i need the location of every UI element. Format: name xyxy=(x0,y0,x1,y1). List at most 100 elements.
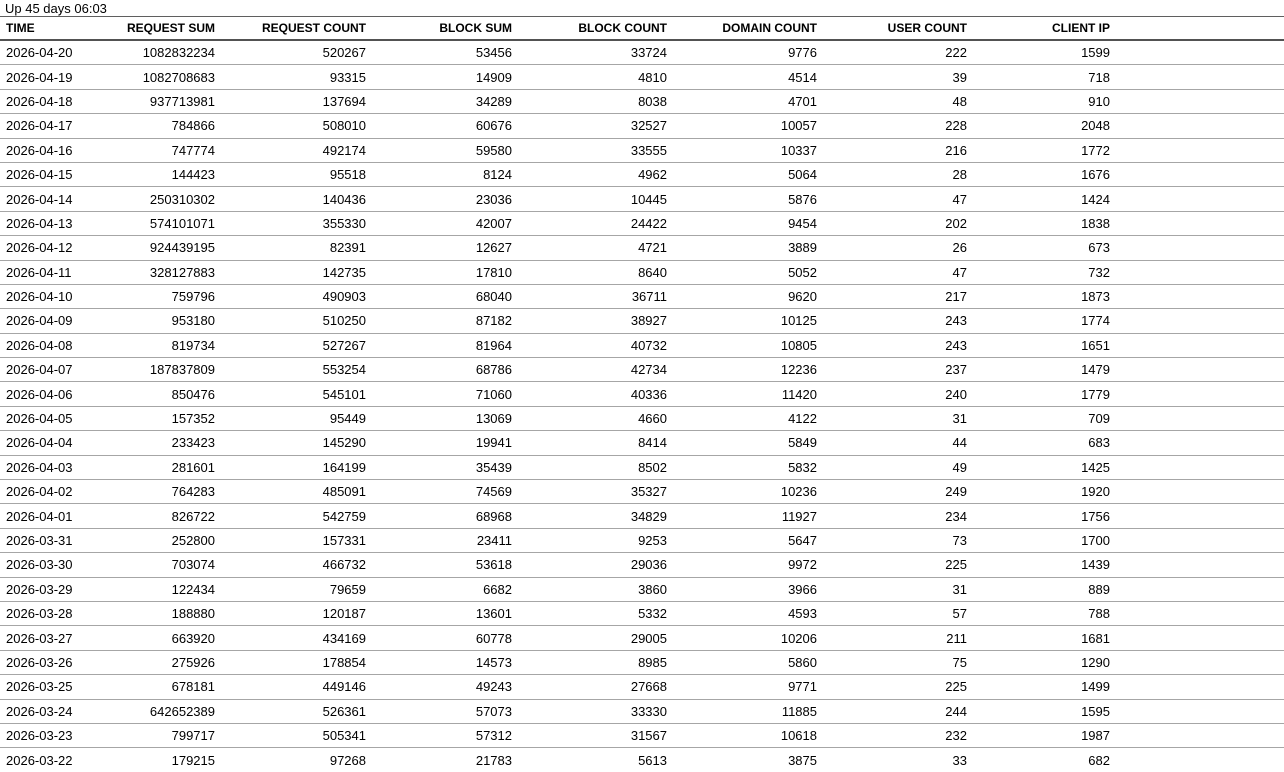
cell-client-ip: 673 xyxy=(971,235,1114,261)
cell-block-sum: 13601 xyxy=(370,601,516,627)
cell-block-count: 33330 xyxy=(516,699,671,724)
cell-request-sum: 144423 xyxy=(110,162,219,188)
cell-user-count: 237 xyxy=(821,357,971,383)
cell-request-sum: 187837809 xyxy=(110,357,219,383)
cell-request-count: 490903 xyxy=(219,284,370,310)
cell-domain-count: 5647 xyxy=(671,528,821,554)
filler-cell xyxy=(1114,406,1284,432)
cell-user-count: 73 xyxy=(821,528,971,554)
cell-time: 2026-03-23 xyxy=(0,723,110,749)
cell-request-sum: 642652389 xyxy=(110,699,219,724)
table-row: 2026-03-23 799717 505341 57312 31567 10618 232… xyxy=(0,723,1284,749)
cell-block-count: 33724 xyxy=(516,40,671,66)
cell-request-sum: 784866 xyxy=(110,113,219,139)
cell-time: 2026-04-19 xyxy=(0,64,110,90)
cell-time: 2026-04-11 xyxy=(0,260,110,285)
filler-cell xyxy=(1114,479,1284,505)
cell-request-count: 140436 xyxy=(219,186,370,212)
cell-request-count: 434169 xyxy=(219,625,370,651)
cell-client-ip: 1599 xyxy=(971,40,1114,66)
filler-cell xyxy=(1114,89,1284,115)
table-row: 2026-04-06 850476 545101 71060 40336 11420 240… xyxy=(0,381,1284,407)
cell-block-sum: 68040 xyxy=(370,284,516,310)
cell-domain-count: 3875 xyxy=(671,747,821,772)
cell-user-count: 47 xyxy=(821,260,971,285)
table-row: 2026-04-13 574101071 355330 42007 24422 9454 2… xyxy=(0,211,1284,237)
cell-client-ip: 910 xyxy=(971,89,1114,115)
table-row: 2026-03-27 663920 434169 60778 29005 10206 211… xyxy=(0,625,1284,651)
cell-block-sum: 57073 xyxy=(370,699,516,724)
cell-time: 2026-04-03 xyxy=(0,455,110,481)
cell-client-ip: 1676 xyxy=(971,162,1114,188)
filler-header-cell xyxy=(1114,17,1284,41)
cell-request-count: 142735 xyxy=(219,260,370,285)
cell-request-sum: 678181 xyxy=(110,674,219,700)
cell-user-count: 28 xyxy=(821,162,971,188)
cell-time: 2026-04-04 xyxy=(0,430,110,456)
cell-domain-count: 4701 xyxy=(671,89,821,115)
cell-user-count: 31 xyxy=(821,577,971,602)
cell-time: 2026-04-14 xyxy=(0,186,110,212)
cell-request-count: 178854 xyxy=(219,650,370,676)
cell-client-ip: 718 xyxy=(971,64,1114,90)
cell-request-count: 95449 xyxy=(219,406,370,432)
cell-time: 2026-03-30 xyxy=(0,552,110,578)
cell-block-sum: 81964 xyxy=(370,333,516,359)
cell-domain-count: 10206 xyxy=(671,625,821,651)
column-header-block-count: BLOCK COUNT xyxy=(516,17,671,41)
cell-user-count: 217 xyxy=(821,284,971,310)
cell-user-count: 26 xyxy=(821,235,971,261)
cell-block-sum: 59580 xyxy=(370,138,516,163)
cell-request-count: 449146 xyxy=(219,674,370,700)
column-header-domain-count: DOMAIN COUNT xyxy=(671,17,821,41)
cell-time: 2026-04-09 xyxy=(0,308,110,334)
cell-time: 2026-03-28 xyxy=(0,601,110,627)
cell-domain-count: 10057 xyxy=(671,113,821,139)
cell-domain-count: 11885 xyxy=(671,699,821,724)
cell-client-ip: 709 xyxy=(971,406,1114,432)
filler-cell xyxy=(1114,381,1284,407)
cell-domain-count: 5832 xyxy=(671,455,821,481)
cell-domain-count: 9972 xyxy=(671,552,821,578)
cell-request-sum: 819734 xyxy=(110,333,219,359)
cell-request-sum: 663920 xyxy=(110,625,219,651)
column-header-client-ip: CLIENT IP xyxy=(971,17,1114,41)
cell-client-ip: 1439 xyxy=(971,552,1114,578)
cell-client-ip: 1774 xyxy=(971,308,1114,334)
cell-request-count: 527267 xyxy=(219,333,370,359)
cell-block-sum: 87182 xyxy=(370,308,516,334)
cell-user-count: 48 xyxy=(821,89,971,115)
cell-block-sum: 42007 xyxy=(370,211,516,237)
column-header-block-sum: BLOCK SUM xyxy=(370,17,516,41)
cell-block-sum: 21783 xyxy=(370,747,516,772)
filler-cell xyxy=(1114,162,1284,188)
table-row: 2026-04-17 784866 508010 60676 32527 10057 228… xyxy=(0,113,1284,139)
filler-cell xyxy=(1114,430,1284,456)
cell-client-ip: 683 xyxy=(971,430,1114,456)
filler-cell xyxy=(1114,528,1284,554)
cell-block-count: 8414 xyxy=(516,430,671,456)
cell-request-sum: 328127883 xyxy=(110,260,219,285)
cell-request-sum: 759796 xyxy=(110,284,219,310)
filler-cell xyxy=(1114,503,1284,529)
cell-block-sum: 60676 xyxy=(370,113,516,139)
cell-block-count: 10445 xyxy=(516,186,671,212)
cell-time: 2026-03-31 xyxy=(0,528,110,554)
table-row: 2026-04-03 281601 164199 35439 8502 5832 49 142… xyxy=(0,455,1284,481)
cell-user-count: 39 xyxy=(821,64,971,90)
uptime-title: Up 45 days 06:03 xyxy=(0,0,1284,17)
cell-block-count: 40336 xyxy=(516,381,671,407)
table-row: 2026-04-01 826722 542759 68968 34829 11927 234… xyxy=(0,503,1284,529)
cell-block-sum: 74569 xyxy=(370,479,516,505)
cell-domain-count: 10236 xyxy=(671,479,821,505)
table-row: 2026-04-20 1082832234 520267 53456 33724 9776… xyxy=(0,40,1284,66)
cell-domain-count: 5052 xyxy=(671,260,821,285)
cell-block-sum: 12627 xyxy=(370,235,516,261)
table-row: 2026-04-19 1082708683 93315 14909 4810 4514 39… xyxy=(0,64,1284,90)
cell-request-count: 553254 xyxy=(219,357,370,383)
cell-user-count: 57 xyxy=(821,601,971,627)
cell-user-count: 47 xyxy=(821,186,971,212)
cell-request-count: 492174 xyxy=(219,138,370,163)
cell-block-count: 5332 xyxy=(516,601,671,627)
cell-block-count: 29036 xyxy=(516,552,671,578)
